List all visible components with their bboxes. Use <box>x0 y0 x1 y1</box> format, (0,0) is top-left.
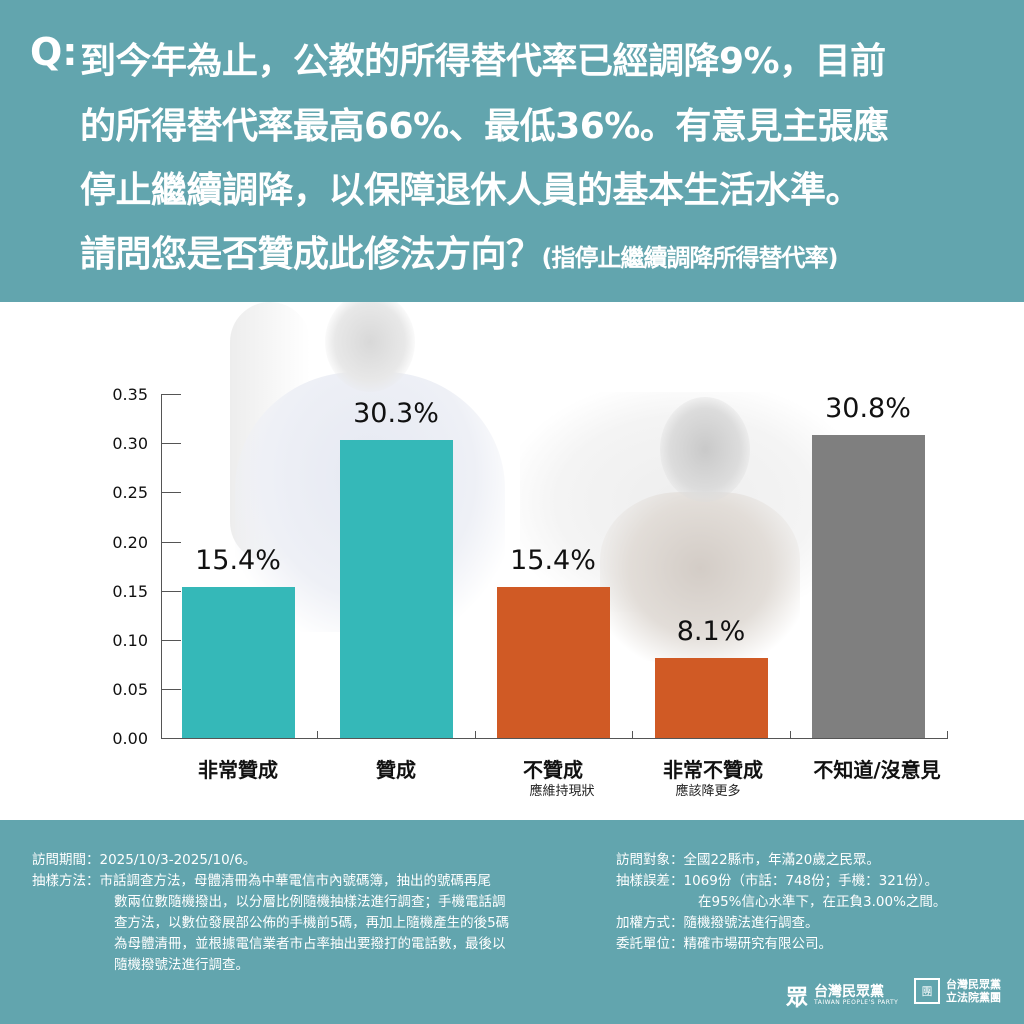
question-line-1: 到今年為止，公教的所得替代率已經調降9%，目前 <box>80 41 886 82</box>
footer-key: 訪問對象： <box>616 852 684 868</box>
question-header: Q: 到今年為止，公教的所得替代率已經調降9%，目前 的所得替代率最高66%、最… <box>0 0 1024 302</box>
footer-value: 在95%信心水準下，在正負3.00%之間。 <box>698 894 947 910</box>
y-tick <box>161 443 181 444</box>
category-label: 非常不贊成 <box>663 758 763 782</box>
y-tick-label: 0.00 <box>112 729 148 748</box>
y-tick-label: 0.20 <box>112 533 148 552</box>
background-photo-head <box>325 302 415 392</box>
footer-right-block: 訪問對象：全國22縣市，年滿20歲之民眾。 抽樣誤差：1069份（市話：748份… <box>616 850 946 955</box>
question-line-4: 請問您是否贊成此修法方向？(指停止繼續調降所得替代率) <box>80 225 839 277</box>
y-tick-label: 0.15 <box>112 582 148 601</box>
category-label: 贊成 <box>376 758 416 782</box>
y-tick <box>161 689 181 690</box>
footer-value: 為母體清冊，並根據電信業者市占率抽出要撥打的電話數，最後以 <box>114 936 506 952</box>
x-axis <box>161 738 948 739</box>
y-tick <box>161 492 181 493</box>
value-label: 30.8% <box>825 393 911 425</box>
footer-left-block: 訪問期間：2025/10/3-2025/10/6。 抽樣方法：市話調查方法，母體… <box>32 850 509 976</box>
y-tick <box>161 542 181 543</box>
footer-value: 市話調查方法，母體清冊為中華電信市內號碼簿，抽出的號碼再尾 <box>99 873 492 889</box>
survey-methodology-footer: 訪問期間：2025/10/3-2025/10/6。 抽樣方法：市話調查方法，母體… <box>0 820 1024 1024</box>
footer-key: 委託單位： <box>616 936 684 952</box>
y-tick-label: 0.05 <box>112 680 148 699</box>
y-tick-label: 0.35 <box>112 385 148 404</box>
x-tick <box>632 731 633 739</box>
bar-agree <box>340 440 453 738</box>
question-line-3: 停止繼續調降，以保障退休人員的基本生活水準。 <box>80 170 862 211</box>
value-label: 30.3% <box>353 398 439 430</box>
footer-value: 全國22縣市，年滿20歲之民眾。 <box>683 852 880 868</box>
x-tick <box>317 731 318 739</box>
x-tick <box>790 731 791 739</box>
category-label: 非常贊成 <box>198 758 278 782</box>
footer-value: 查方法，以數位發展部公佈的手機前5碼，再加上隨機產生的後5碼 <box>114 915 510 931</box>
question-note: (指停止繼續調降所得替代率) <box>541 244 839 272</box>
y-tick <box>161 394 181 395</box>
bar-strongly-disagree <box>655 658 768 738</box>
category-sublabel: 應該降更多 <box>675 784 741 799</box>
footer-value: 2025/10/3-2025/10/6。 <box>99 852 257 868</box>
caucus-line-1: 台灣民眾黨 <box>946 978 1001 991</box>
y-tick-label: 0.25 <box>112 483 148 502</box>
party-name: 台灣民眾黨 <box>814 984 885 1000</box>
footer-key: 抽樣方法： <box>32 873 100 889</box>
footer-value: 數兩位數隨機撥出，以分層比例隨機抽樣法進行調查；手機電話調 <box>114 894 506 910</box>
footer-value: 隨機撥號法進行調查。 <box>114 957 249 973</box>
y-tick <box>161 591 181 592</box>
caucus-line-2: 立法院黨團 <box>946 991 1001 1004</box>
party-name-en: TAIWAN PEOPLE'S PARTY <box>814 999 899 1006</box>
y-axis <box>161 394 162 739</box>
y-tick-label: 0.10 <box>112 631 148 650</box>
value-label: 15.4% <box>510 544 596 576</box>
bar-disagree <box>497 586 610 738</box>
value-label: 8.1% <box>676 616 746 648</box>
y-tick-label: 0.30 <box>112 434 148 453</box>
caucus-seal-icon: 團 <box>914 978 940 1004</box>
x-tick <box>947 731 948 739</box>
footer-key: 加權方式： <box>616 915 684 931</box>
footer-key: 訪問期間： <box>32 852 100 868</box>
category-sublabel: 應維持現狀 <box>529 784 595 799</box>
question-text: 請問您是否贊成此修法方向？ <box>80 234 542 275</box>
background-photo-elderly-woman <box>600 492 800 662</box>
party-mark-icon: 眾 <box>786 986 809 1011</box>
background-photo-head-2 <box>660 397 750 502</box>
bar-no-opinion <box>812 435 925 738</box>
tpp-party-logo: 眾 台灣民眾黨 TAIWAN PEOPLE'S PARTY <box>786 980 898 1012</box>
footer-value: 隨機撥號法進行調查。 <box>683 915 819 931</box>
category-label: 不知道/沒意見 <box>813 758 941 782</box>
footer-key: 抽樣誤差： <box>616 873 684 889</box>
footer-value: 精確市場研究有限公司。 <box>683 936 833 952</box>
question-line-2: 的所得替代率最高66%、最低36%。有意見主張應 <box>80 106 889 147</box>
caucus-logo: 團 台灣民眾黨 立法院黨團 <box>914 978 1001 1004</box>
bar-strongly-agree <box>182 586 295 738</box>
bar-chart: 0.35 0.30 0.25 0.20 0.15 0.10 0.05 0.00 … <box>0 302 1024 820</box>
footer-value: 1069份（市話：748份；手機：321份）。 <box>683 873 939 889</box>
x-tick <box>475 731 476 739</box>
question-label: Q: <box>30 30 78 74</box>
value-label: 15.4% <box>195 544 281 576</box>
y-tick <box>161 640 181 641</box>
category-label: 不贊成 <box>523 758 583 782</box>
